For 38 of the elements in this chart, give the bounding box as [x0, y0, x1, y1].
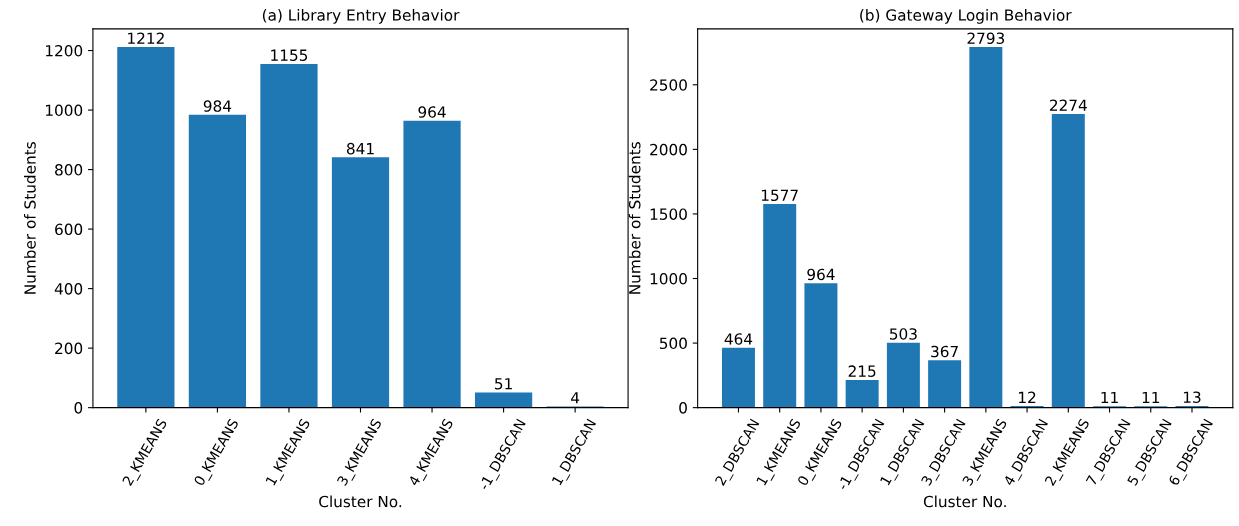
data-label: 1155	[271, 49, 308, 61]
data-label: 4	[571, 392, 580, 404]
y-tick-label: 800	[55, 164, 83, 176]
data-label: 2793	[967, 32, 1005, 44]
data-label: 1212	[128, 32, 164, 44]
y-axis-title: Number of Students	[23, 142, 36, 294]
data-label: 841	[346, 142, 374, 155]
x-axis-title: Cluster No.	[319, 495, 402, 508]
y-tick-label: 0	[679, 402, 687, 414]
y-tick-label: 2500	[650, 79, 687, 91]
data-label: 503	[889, 328, 917, 340]
data-label: 964	[807, 268, 835, 281]
y-tick-label: 1500	[650, 208, 687, 220]
y-tick-label: 200	[55, 342, 83, 355]
chart-title: (a) Library Entry Behavior	[262, 8, 460, 24]
data-label: 11	[1101, 391, 1118, 404]
y-tick-label: 500	[659, 337, 687, 350]
data-label: 2274	[1049, 99, 1087, 111]
data-label: 13	[1183, 391, 1201, 404]
y-tick-label: 400	[54, 283, 83, 295]
y-tick-label: 1000	[650, 272, 687, 285]
data-label: 1577	[761, 189, 798, 202]
data-label: 464	[724, 333, 753, 345]
data-label: 11	[1142, 391, 1160, 404]
x-axis-title: Cluster No.	[923, 495, 1006, 508]
data-label: 964	[418, 106, 446, 118]
chart-title: (b) Gateway Login Behavior	[860, 8, 1072, 24]
data-label: 51	[495, 378, 512, 390]
y-tick-label: 0	[74, 402, 83, 414]
y-tick-label: 600	[55, 223, 83, 236]
y-tick-label: 1200	[46, 45, 83, 57]
y-tick-label: 1000	[46, 104, 83, 117]
y-tick-label: 2000	[650, 143, 687, 156]
y-axis-title: Number of Students	[628, 142, 641, 294]
data-label: 984	[203, 100, 232, 112]
data-label: 215	[848, 365, 876, 377]
data-label: 367	[931, 345, 958, 358]
data-label: 12	[1019, 391, 1036, 403]
